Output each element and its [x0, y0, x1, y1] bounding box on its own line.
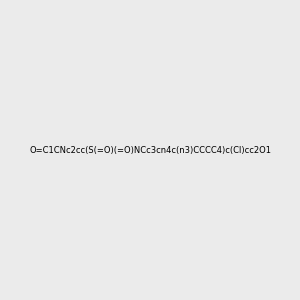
Text: O=C1CNc2cc(S(=O)(=O)NCc3cn4c(n3)CCCC4)c(Cl)cc2O1: O=C1CNc2cc(S(=O)(=O)NCc3cn4c(n3)CCCC4)c(…: [29, 146, 271, 154]
